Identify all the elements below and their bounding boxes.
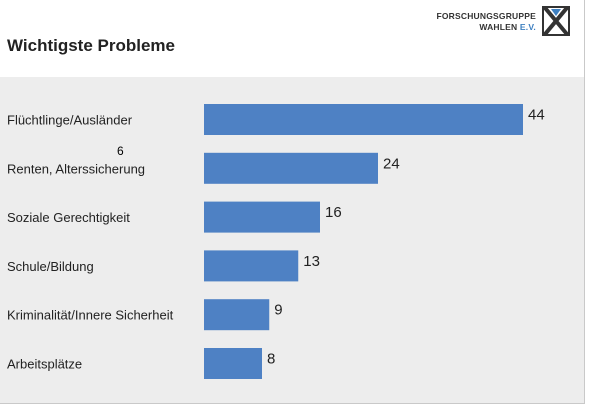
- data-label: 24: [383, 155, 400, 172]
- marker-glyph: 6: [117, 144, 124, 158]
- brand-name: WAHLEN: [479, 22, 518, 32]
- brand-suffix: E.V.: [519, 22, 536, 32]
- bar: [204, 201, 320, 233]
- category-label: Kriminalität/Innere Sicherheit: [7, 308, 174, 323]
- plot-area: Flüchtlinge/Ausländer 44 Renten, Alterssic…: [0, 77, 585, 404]
- chart-header: Wichtigste Probleme FORSCHUNGSGRUPPE WAH…: [0, 0, 585, 77]
- category-label: Arbeitsplätze: [7, 357, 82, 372]
- data-label: 9: [274, 302, 282, 319]
- category-label: Flüchtlinge/Ausländer: [7, 113, 133, 128]
- bar: [204, 104, 523, 135]
- bar-chart: Flüchtlinge/Ausländer 44 Renten, Alterssic…: [7, 104, 545, 379]
- bar: [204, 250, 299, 282]
- category-label: Soziale Gerechtigkeit: [7, 210, 130, 225]
- data-label: 44: [528, 107, 545, 124]
- category-label: Schule/Bildung: [7, 259, 94, 274]
- chart-title: Wichtigste Probleme: [7, 36, 175, 55]
- bar: [204, 152, 378, 184]
- bar: [204, 348, 262, 379]
- data-label: 8: [267, 351, 275, 368]
- fgw-x-logo-icon: [542, 6, 570, 36]
- data-label: 13: [303, 253, 320, 270]
- bar: [204, 299, 270, 331]
- category-label: Renten, Alterssicherung: [7, 161, 145, 176]
- brand-line-1: FORSCHUNGSGRUPPE: [436, 11, 536, 21]
- brand-wordmark: FORSCHUNGSGRUPPE WAHLEN E.V.: [436, 11, 536, 33]
- brand-line-2: WAHLEN E.V.: [436, 22, 536, 33]
- data-label: 16: [325, 204, 342, 221]
